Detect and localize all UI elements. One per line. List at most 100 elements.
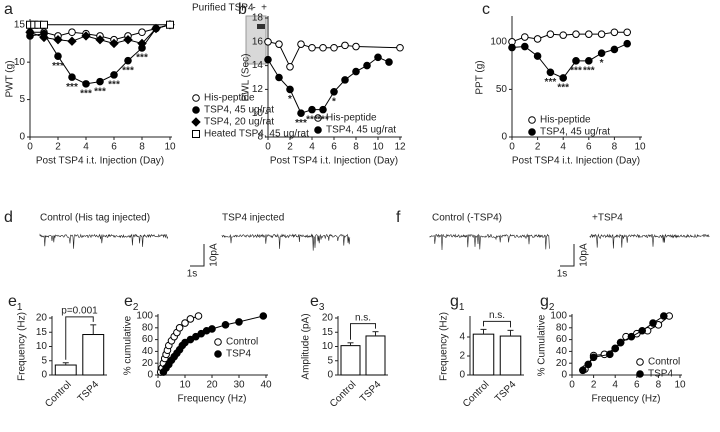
legend-marker xyxy=(192,106,200,114)
series-line xyxy=(584,315,670,370)
y-tick-label: 0 xyxy=(41,370,47,381)
data-point xyxy=(660,312,668,320)
data-point xyxy=(610,45,619,54)
current-trace xyxy=(221,233,351,251)
significance-label: *** xyxy=(583,65,595,76)
x-tick-label: TSP4 xyxy=(358,379,384,405)
y-tick-label: 60 xyxy=(142,334,154,345)
y-tick-label: 0 xyxy=(19,132,25,143)
data-point xyxy=(341,41,349,50)
data-point xyxy=(546,68,555,77)
legend-label: His-peptide xyxy=(326,113,377,124)
x-tick-label: 10 xyxy=(164,142,176,153)
significance-bracket xyxy=(483,320,511,328)
y-tick-label: 8 xyxy=(257,132,263,143)
panel-subscript: g xyxy=(450,293,459,310)
bar xyxy=(82,334,105,376)
y-tick-label: 15 xyxy=(36,327,48,338)
legend-label: His-peptide xyxy=(204,93,255,104)
significance-bracket xyxy=(350,323,376,340)
data-point xyxy=(559,31,568,39)
legend-marker xyxy=(192,130,200,138)
data-point xyxy=(264,38,272,46)
bar xyxy=(340,345,361,376)
data-point xyxy=(68,73,76,81)
legend-marker xyxy=(528,128,536,136)
bar xyxy=(365,335,386,376)
y-tick-label: 100 xyxy=(490,36,507,47)
data-point xyxy=(297,40,305,48)
data-point xyxy=(385,58,393,66)
data-point xyxy=(589,353,598,362)
series-line xyxy=(511,31,628,43)
data-point xyxy=(597,49,606,58)
bar xyxy=(499,335,522,376)
x-tick-label: TSP4 xyxy=(76,379,102,405)
x-tick-label: 10 xyxy=(674,380,686,391)
legend-marker xyxy=(314,126,322,134)
legend-marker xyxy=(214,350,222,358)
trace-label: +TSP4 xyxy=(592,213,623,224)
x-tick-label: 30 xyxy=(233,380,245,391)
legend-label: TSP4 xyxy=(648,369,673,380)
y-tick-label: 20 xyxy=(556,358,568,369)
significance-label: *** xyxy=(557,83,569,94)
data-point xyxy=(319,105,327,114)
data-point xyxy=(559,74,568,82)
x-tick-label: 8 xyxy=(353,142,359,153)
panel-label: a xyxy=(4,1,13,18)
significance-label: n.s. xyxy=(489,310,505,321)
y-tick-label: 60 xyxy=(556,334,568,345)
legend-marker xyxy=(191,117,201,127)
data-point xyxy=(623,39,632,48)
significance-label: * xyxy=(332,96,336,107)
y-tick-label: 0 xyxy=(501,132,507,143)
significance-label: n.s. xyxy=(355,312,371,323)
data-point xyxy=(597,30,606,38)
significance-label: *** xyxy=(545,77,557,88)
panel-subscript: e xyxy=(124,293,133,310)
trace-label: TSP4 injected xyxy=(222,213,284,224)
x-tick-label: 6 xyxy=(111,142,117,153)
data-point xyxy=(109,38,119,49)
data-point xyxy=(82,80,90,88)
x-tick-label: Control xyxy=(328,379,359,410)
significance-label: *** xyxy=(80,89,92,100)
significance-label: *** xyxy=(317,114,329,125)
data-point xyxy=(123,35,133,45)
y-tick-label: 20 xyxy=(142,358,154,369)
current-trace xyxy=(429,233,550,251)
data-point xyxy=(96,77,104,86)
x-tick-label: 4 xyxy=(612,380,618,391)
significance-label: *** xyxy=(295,118,307,129)
y-axis-label: % cumulative xyxy=(123,315,134,375)
legend-label: His-peptide xyxy=(540,115,591,126)
data-point xyxy=(572,30,580,38)
data-point xyxy=(521,33,529,41)
data-point xyxy=(286,85,294,94)
x-tick-label: Control xyxy=(43,379,74,410)
y-tick-label: 100 xyxy=(136,311,153,322)
legend-label: TSP4 xyxy=(226,349,251,360)
y-tick-label: 18 xyxy=(252,13,264,24)
data-point xyxy=(275,40,283,48)
x-tick-label: 10 xyxy=(372,142,384,153)
y-axis-label: Frequency (Hz) xyxy=(17,312,28,381)
x-tick-label: 6 xyxy=(331,142,337,153)
data-point xyxy=(396,43,404,52)
y-tick-label: 4 xyxy=(459,332,465,343)
y-tick-label: 80 xyxy=(556,322,568,333)
significance-label: *** xyxy=(94,86,106,97)
y-tick-label: 10 xyxy=(14,57,26,68)
scale-label-current: 10pA xyxy=(209,243,220,267)
data-point xyxy=(138,28,146,37)
x-tick-label: 20 xyxy=(206,380,218,391)
data-point xyxy=(508,43,516,52)
y-tick-label: 10 xyxy=(252,108,264,119)
series-line xyxy=(582,315,665,371)
legend-label: Control xyxy=(648,357,680,368)
x-axis-label: Frequency (Hz) xyxy=(178,394,247,405)
data-point xyxy=(341,76,349,84)
x-tick-label: 6 xyxy=(586,142,592,153)
